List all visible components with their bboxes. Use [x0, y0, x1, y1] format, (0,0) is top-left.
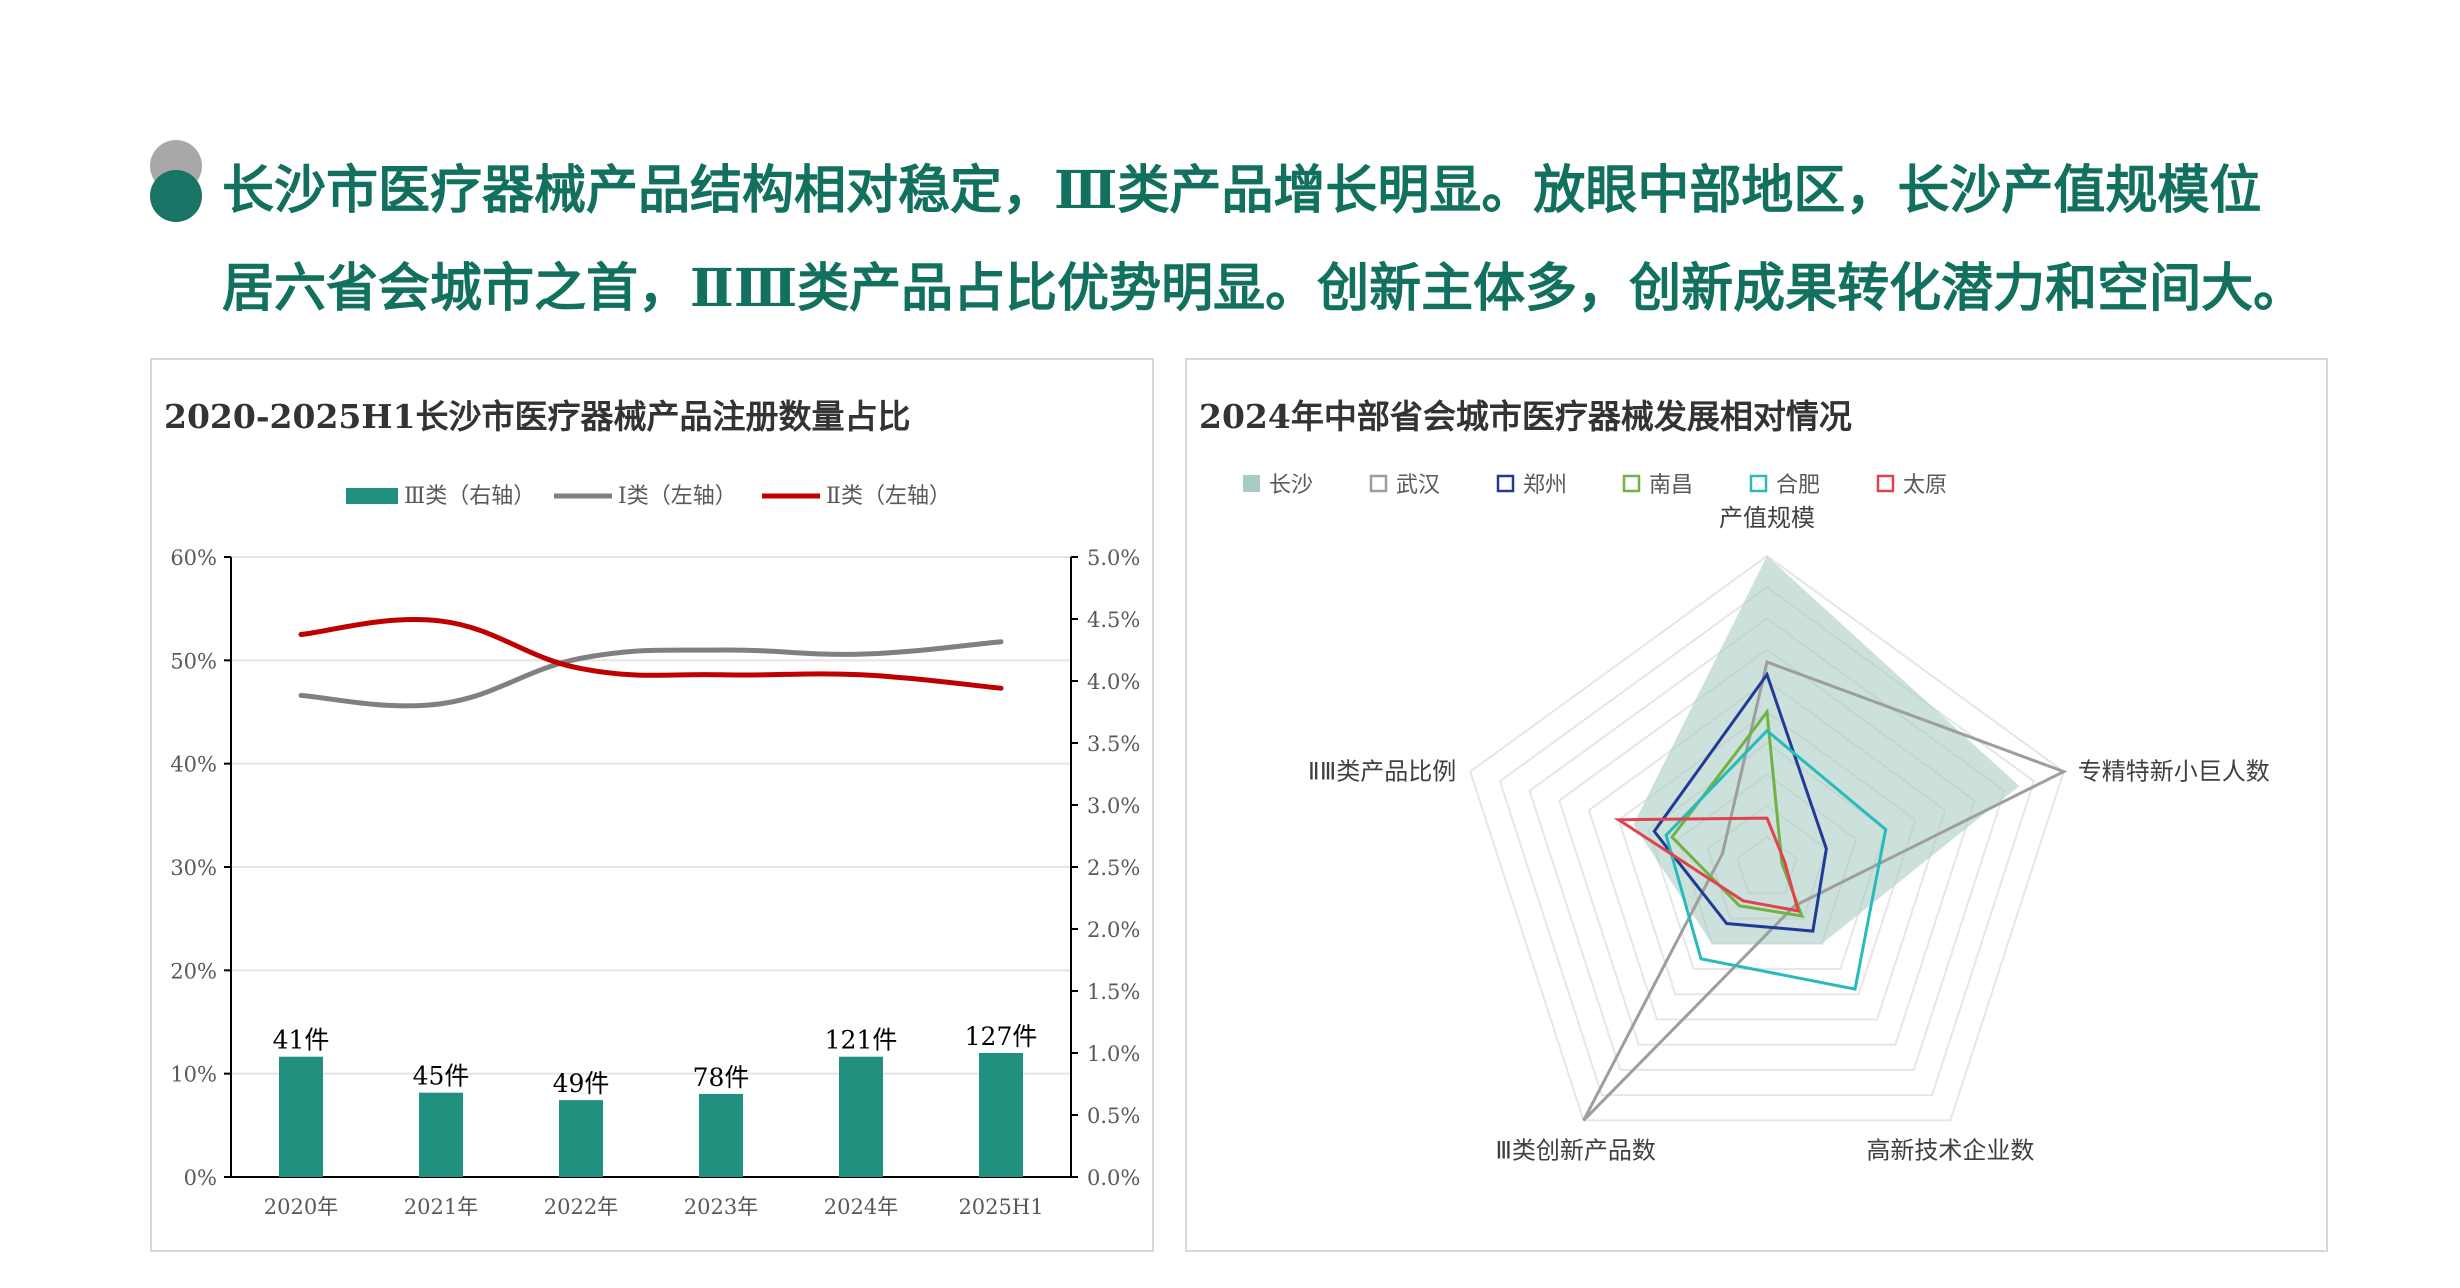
- right-axis-tick: 0.5%: [1087, 1104, 1140, 1128]
- chart-title: 2024年中部省会城市医疗器械发展相对情况: [1199, 397, 1852, 436]
- left-axis-tick: 40%: [170, 753, 217, 777]
- right-axis-tick: 0.0%: [1087, 1166, 1140, 1190]
- left-axis-tick: 60%: [170, 546, 217, 570]
- bar: [279, 1056, 323, 1177]
- headline-line-2: 居六省会城市之首，ⅡⅢ类产品占比优势明显。创新主体多，创新成果转化潜力和空间大。: [222, 258, 2306, 319]
- legend-label: 太原: [1903, 473, 1947, 498]
- chart-title: 2020-2025H1长沙市医疗器械产品注册数量占比: [164, 397, 911, 436]
- radar-grid-ring: [1498, 585, 2036, 1097]
- radar-series-area: [1633, 556, 2020, 944]
- left-axis-tick: 30%: [170, 856, 217, 880]
- left-axis-tick: 0%: [184, 1166, 217, 1190]
- legend-label-class-II: Ⅱ类（左轴）: [826, 484, 951, 509]
- right-axis-tick: 1.0%: [1087, 1042, 1140, 1066]
- radar-series-line: [1670, 708, 1805, 918]
- bar-data-label: 127件: [965, 1022, 1038, 1051]
- right-axis-tick: 5.0%: [1087, 546, 1140, 570]
- right-axis-tick: 4.0%: [1087, 670, 1140, 694]
- right-axis-tick: 4.5%: [1087, 608, 1140, 632]
- series-line-class-II: [298, 617, 1004, 691]
- bar-data-label: 121件: [825, 1026, 898, 1055]
- bar: [699, 1093, 743, 1177]
- headline-line-1: 长沙市医疗器械产品结构相对稳定，Ⅲ类产品增长明显。放眼中部地区，长沙产值规模位: [222, 160, 2262, 221]
- radar-axis-label: 高新技术企业数: [1866, 1136, 2034, 1164]
- x-axis-tick: 2023年: [684, 1195, 758, 1219]
- headline: 长沙市医疗器械产品结构相对稳定，Ⅲ类产品增长明显。放眼中部地区，长沙产值规模位 …: [222, 142, 2422, 338]
- bar: [839, 1056, 883, 1177]
- radar-axis-label: ⅡⅢ类产品比例: [1308, 758, 1456, 786]
- radar-series-line: [1613, 816, 1801, 913]
- left-axis-tick: 20%: [170, 959, 217, 983]
- bullet-icon: [150, 140, 206, 224]
- legend-label: 合肥: [1776, 473, 1820, 498]
- x-axis-tick: 2025H1: [958, 1195, 1043, 1219]
- bar-data-label: 78件: [693, 1063, 750, 1092]
- x-axis-tick: 2021年: [404, 1195, 478, 1219]
- bar-data-label: 41件: [273, 1026, 330, 1055]
- legend-label: 长沙: [1269, 473, 1313, 498]
- right-axis-tick: 1.5%: [1087, 980, 1140, 1004]
- bar: [559, 1100, 603, 1177]
- left-axis-tick: 50%: [170, 649, 217, 673]
- radar-axis-label: 产值规模: [1719, 504, 1815, 532]
- legend-swatch: [1496, 474, 1515, 493]
- radar-grid-ring: [1469, 554, 2065, 1122]
- right-axis-tick: 3.0%: [1087, 794, 1140, 818]
- right-axis-tick: 3.5%: [1087, 732, 1140, 756]
- legend-swatch: [1243, 475, 1260, 492]
- legend-swatch-class-III: [346, 488, 398, 504]
- radar-axis-label: Ⅲ类创新产品数: [1495, 1136, 1656, 1164]
- radar-axis-label: 专精特新小巨人数: [2078, 758, 2270, 786]
- x-axis-tick: 2024年: [824, 1195, 898, 1219]
- radar-series-line: [1582, 660, 2068, 1122]
- bar: [979, 1053, 1023, 1177]
- legend-label: 南昌: [1649, 473, 1693, 498]
- right-axis-tick: 2.0%: [1087, 918, 1140, 942]
- bar-line-chart-panel: 2020-2025H1长沙市医疗器械产品注册数量占比 0% 10% 20% 30% 40…: [150, 358, 1154, 1252]
- bar-data-label: 49件: [553, 1069, 610, 1098]
- bullet-circle-green: [150, 170, 202, 222]
- legend-swatch: [1622, 474, 1641, 493]
- bar-data-label: 45件: [413, 1062, 470, 1091]
- legend-label-class-I: Ⅰ类（左轴）: [618, 484, 737, 509]
- bar-line-chart: 0% 10% 20% 30% 40% 50% 60% 0.0% 0.5% 1.0% 1.5% 2.0%…: [170, 484, 1140, 1219]
- x-axis-tick: 2022年: [544, 1195, 618, 1219]
- legend-label: 郑州: [1523, 473, 1567, 498]
- bar: [419, 1092, 463, 1177]
- legend-swatch: [1749, 474, 1768, 493]
- left-axis-tick: 10%: [170, 1063, 217, 1087]
- legend-swatch: [1876, 474, 1895, 493]
- legend-label-class-III: Ⅲ类（右轴）: [404, 484, 535, 509]
- right-axis-tick: 2.5%: [1087, 856, 1140, 880]
- legend-label: 武汉: [1396, 473, 1440, 498]
- radar-chart-panel: 2024年中部省会城市医疗器械发展相对情况 产值规模专精特新小巨人数高新技术企业…: [1185, 358, 2328, 1252]
- x-axis-tick: 2020年: [264, 1195, 338, 1219]
- series-line-class-I: [298, 639, 1004, 709]
- radar-series-line: [1652, 671, 1828, 933]
- legend-swatch: [1369, 474, 1388, 493]
